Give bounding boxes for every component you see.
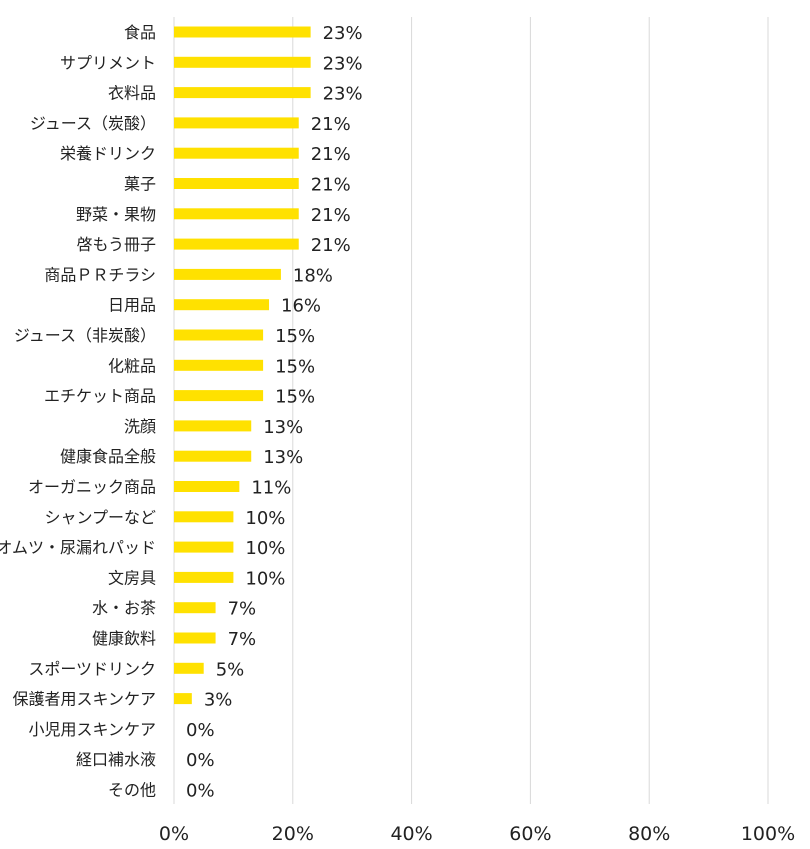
category-label: 洗顔	[124, 417, 156, 436]
value-label: 15%	[275, 356, 315, 377]
bar	[174, 602, 216, 614]
value-label: 15%	[275, 326, 315, 347]
category-label: 文房具	[108, 568, 156, 587]
bar	[174, 238, 299, 250]
value-label: 21%	[311, 114, 351, 135]
value-label: 15%	[275, 387, 315, 408]
bar	[174, 450, 252, 462]
category-label: シャンプーなど	[44, 508, 156, 527]
bar	[174, 420, 252, 432]
value-label: 0%	[186, 720, 215, 741]
bar	[174, 481, 240, 492]
bar	[174, 390, 264, 402]
bar	[174, 632, 216, 644]
value-label: 21%	[311, 144, 351, 165]
value-label: 7%	[228, 629, 257, 650]
category-label: 啓もう冊子	[76, 235, 156, 254]
value-label: 21%	[311, 235, 351, 256]
category-label: サプリメント	[60, 53, 156, 72]
x-tick-label: 60%	[509, 823, 551, 845]
x-tick-label: 20%	[272, 823, 314, 845]
value-label: 21%	[311, 205, 351, 226]
value-label: 23%	[323, 53, 363, 74]
bar	[174, 117, 299, 129]
category-label: 小児用スキンケア	[28, 720, 156, 739]
bar	[174, 268, 281, 280]
x-axis-ticks: 0% 20% 40% 60% 80% 100%	[159, 823, 795, 845]
value-label: 7%	[228, 599, 257, 620]
category-label: その他	[108, 781, 156, 800]
x-tick-label: 100%	[741, 823, 795, 845]
category-label: ジュース（炭酸）	[30, 114, 156, 133]
category-label: 経口補水液	[76, 750, 156, 769]
bar	[174, 87, 311, 99]
value-label: 23%	[323, 84, 363, 105]
category-label: スポーツドリンク	[28, 659, 156, 678]
bar	[174, 329, 264, 341]
value-label: 13%	[263, 417, 303, 438]
value-label: 5%	[216, 659, 245, 680]
category-label: 野菜・果物	[76, 205, 156, 224]
value-label: 16%	[281, 296, 321, 317]
bar	[174, 693, 192, 705]
category-label: 栄養ドリンク	[60, 144, 156, 163]
value-label: 3%	[204, 690, 233, 711]
bar	[174, 299, 270, 311]
x-tick-label: 40%	[390, 823, 432, 845]
value-label: 10%	[245, 568, 285, 589]
x-tick-label: 80%	[628, 823, 670, 845]
bar	[174, 359, 264, 371]
value-label: 0%	[186, 781, 215, 802]
bar	[174, 541, 234, 553]
x-tick-label: 0%	[159, 823, 189, 845]
category-label: 衣料品	[108, 84, 156, 103]
value-label: 18%	[293, 265, 333, 286]
category-label: 水・お茶	[92, 599, 156, 618]
bar	[174, 511, 234, 523]
category-label: 健康飲料	[92, 629, 156, 648]
gridlines	[173, 17, 769, 804]
value-label: 13%	[263, 447, 303, 468]
value-labels: 23% 23% 23% 21% 21% 21% 21% 21% 18% 16% 15% 15% 15% 1…	[186, 23, 363, 802]
value-label: 10%	[245, 508, 285, 529]
bar	[174, 56, 311, 68]
bar	[174, 26, 311, 38]
value-label: 10%	[245, 538, 285, 559]
category-label: 化粧品	[108, 356, 156, 375]
value-label: 21%	[311, 175, 351, 196]
category-label: 食品	[124, 23, 156, 42]
category-label: 商品ＰＲチラシ	[44, 265, 156, 284]
category-label: 保護者用スキンケア	[12, 690, 156, 709]
category-label: 健康食品全般	[60, 447, 156, 466]
category-label: 日用品	[108, 296, 156, 315]
value-label: 11%	[251, 478, 291, 499]
value-label: 0%	[186, 750, 215, 771]
category-label: 菓子	[124, 175, 156, 194]
category-label: オムツ・尿漏れパッド	[0, 538, 156, 557]
bar	[174, 571, 234, 583]
category-label: エチケット商品	[44, 387, 156, 406]
bar	[174, 208, 299, 220]
category-label: オーガニック商品	[28, 478, 156, 497]
bar	[174, 662, 204, 674]
bars	[174, 26, 311, 705]
value-label: 23%	[323, 23, 363, 44]
category-label: ジュース（非炭酸）	[14, 326, 156, 345]
bar	[174, 147, 299, 159]
bar	[174, 178, 299, 189]
